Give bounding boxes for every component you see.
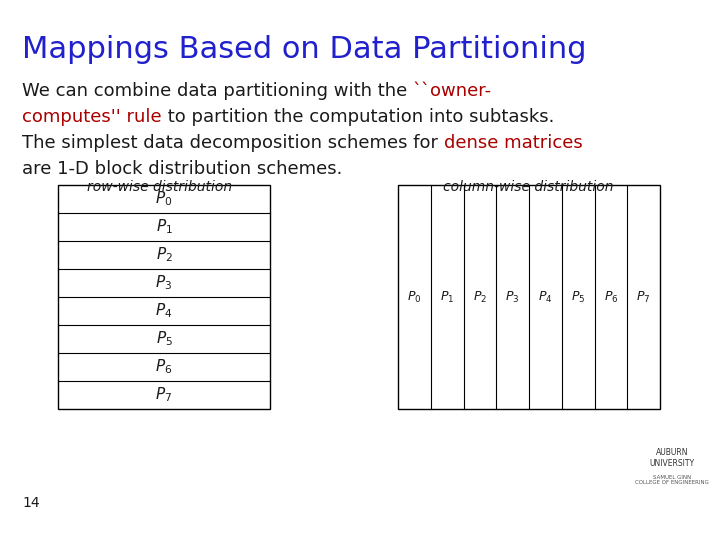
Text: computes'' rule: computes'' rule xyxy=(22,108,161,126)
Text: Mappings Based on Data Partitioning: Mappings Based on Data Partitioning xyxy=(22,35,587,64)
Text: column-wise distribution: column-wise distribution xyxy=(443,180,613,194)
Text: The simplest data decomposition schemes for: The simplest data decomposition schemes … xyxy=(22,134,444,152)
Text: $P_{2}$: $P_{2}$ xyxy=(473,289,487,305)
Text: ``owner-: ``owner- xyxy=(413,82,492,100)
Text: $P_{0}$: $P_{0}$ xyxy=(407,289,422,305)
Text: $P_{1}$: $P_{1}$ xyxy=(156,218,173,237)
Text: to partition the computation into subtasks.: to partition the computation into subtas… xyxy=(161,108,554,126)
Text: are 1-D block distribution schemes.: are 1-D block distribution schemes. xyxy=(22,160,343,178)
Text: $P_{6}$: $P_{6}$ xyxy=(156,357,173,376)
Bar xyxy=(398,185,660,409)
Text: 14: 14 xyxy=(22,496,40,510)
Text: dense matrices: dense matrices xyxy=(444,134,582,152)
Text: AUBURN
UNIVERSITY: AUBURN UNIVERSITY xyxy=(649,448,695,468)
Text: $P_{4}$: $P_{4}$ xyxy=(156,302,173,320)
Bar xyxy=(58,185,270,409)
Text: We can combine data partitioning with the: We can combine data partitioning with th… xyxy=(22,82,413,100)
Text: $P_{3}$: $P_{3}$ xyxy=(156,274,173,292)
Text: $P_{6}$: $P_{6}$ xyxy=(603,289,618,305)
Text: $P_{7}$: $P_{7}$ xyxy=(636,289,651,305)
Text: $P_{5}$: $P_{5}$ xyxy=(156,329,173,348)
Text: $P_{1}$: $P_{1}$ xyxy=(440,289,454,305)
Text: $P_{3}$: $P_{3}$ xyxy=(505,289,520,305)
Text: SAMUEL GINN
COLLEGE OF ENGINEERING: SAMUEL GINN COLLEGE OF ENGINEERING xyxy=(635,475,709,485)
Text: $P_{7}$: $P_{7}$ xyxy=(156,386,173,404)
Text: $P_{2}$: $P_{2}$ xyxy=(156,246,172,265)
Text: row-wise distribution: row-wise distribution xyxy=(87,180,233,194)
Text: $P_{4}$: $P_{4}$ xyxy=(538,289,553,305)
Text: $P_{0}$: $P_{0}$ xyxy=(156,190,173,208)
Text: $P_{5}$: $P_{5}$ xyxy=(571,289,585,305)
